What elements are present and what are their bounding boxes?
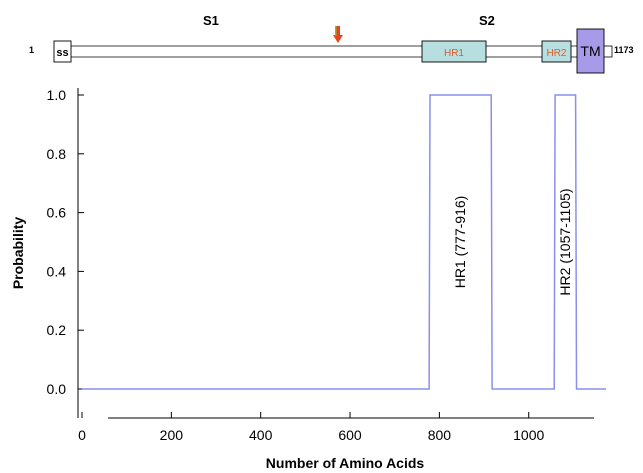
hr2-domain-label: HR2 xyxy=(546,48,566,59)
hr1-domain-box xyxy=(421,40,487,63)
tm-domain-box xyxy=(576,28,605,74)
region-label-s2: S2 xyxy=(479,13,495,28)
y-tick-label: 0.2 xyxy=(47,322,67,338)
plot-axes: 0.0 0.2 0.4 0.6 0.8 1.0 0 200 400 600 800 1000 Num… xyxy=(10,87,594,471)
x-tick-label: 0 xyxy=(78,427,86,443)
x-tick-label: 600 xyxy=(338,427,362,443)
x-tick-label: 1000 xyxy=(513,427,544,443)
y-tick-label: 1.0 xyxy=(47,87,67,103)
ss-domain-label: ss xyxy=(56,47,68,59)
x-tick-label: 400 xyxy=(249,427,273,443)
hr1-domain-label: HR1 xyxy=(444,48,464,59)
y-tick-label: 0.4 xyxy=(47,263,67,279)
x-ticks: 0 200 400 600 800 1000 xyxy=(78,412,544,443)
domain-diagram: 1 1173 S1 S2 ss HR1 HR2 TM xyxy=(29,13,634,74)
x-tick-label: 800 xyxy=(428,427,452,443)
y-tick-label: 0.0 xyxy=(47,381,67,397)
x-tick-label: 200 xyxy=(160,427,184,443)
annotations: HR1 (777-916) HR2 (1057-1105) xyxy=(452,188,573,295)
start-residue-label: 1 xyxy=(29,45,34,55)
probability-line xyxy=(82,94,606,390)
ss-domain-box xyxy=(53,40,72,63)
x-axis-label: Number of Amino Acids xyxy=(266,455,425,471)
y-tick-label: 0.8 xyxy=(47,146,67,162)
y-axis-label: Probability xyxy=(10,217,26,290)
plot-area: HR1 (777-916) HR2 (1057-1105) xyxy=(82,94,606,390)
region-label-s1: S1 xyxy=(203,13,219,28)
hr2-annotation: HR2 (1057-1105) xyxy=(557,188,573,295)
cleavage-arrow-icon xyxy=(333,26,343,43)
hr2-domain-box xyxy=(541,40,572,63)
y-tick-label: 0.6 xyxy=(47,205,67,221)
tm-domain-label: TM xyxy=(580,43,600,59)
y-ticks: 0.0 0.2 0.4 0.6 0.8 1.0 xyxy=(47,87,84,397)
end-residue-label: 1173 xyxy=(614,45,634,55)
hr1-annotation: HR1 (777-916) xyxy=(452,196,468,289)
